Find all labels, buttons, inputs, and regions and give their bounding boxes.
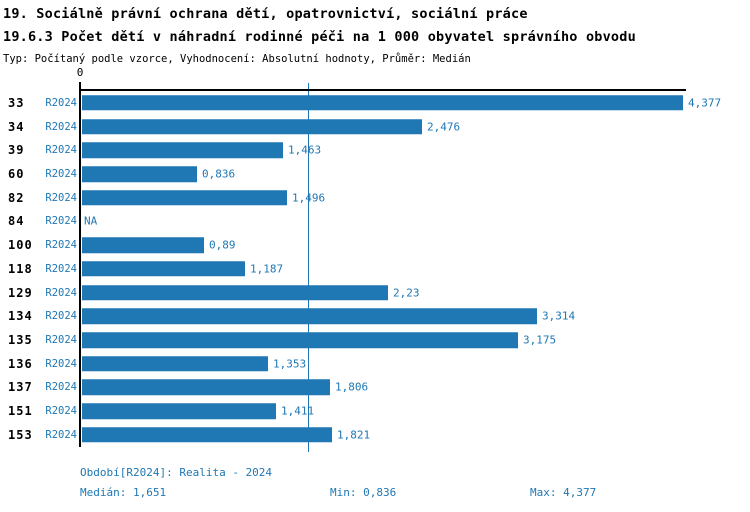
bar[interactable] [82,284,388,301]
row-series-label: R2024 [45,239,77,252]
chart-row: 100 R2024 0,89 [0,233,750,257]
row-series-label: R2024 [45,310,77,323]
bar-value-label: 1,496 [292,191,326,205]
page-title-line2: 19.6.3 Počet dětí v náhradní rodinné péč… [3,29,636,45]
y-axis-line [79,82,81,447]
row-category-label: 34 [8,119,25,134]
legend-period-label: Období[R2024]: Realita - 2024 [80,466,273,479]
row-category-label: 134 [8,309,33,324]
row-category-label: 100 [8,238,33,253]
bar[interactable] [82,379,330,396]
median-line [307,83,310,452]
row-category-label: 60 [8,167,25,182]
chart-row: 84 R2024 NA [0,210,750,234]
row-category-label: 137 [8,380,33,395]
stat-max-label: Max: 4,377 [530,486,597,499]
bar[interactable] [82,308,537,325]
row-category-label: 153 [8,427,33,442]
bar[interactable] [82,142,283,159]
row-series-label: R2024 [45,428,77,441]
stat-min-label: Min: 0,836 [330,486,397,499]
chart-row: 129 R2024 2,23 [0,281,750,305]
bar-chart-rows: 33 R2024 4,377 34 R2024 2,476 39 R2024 1,463 60 R2… [0,91,750,447]
bar-value-label: 1,821 [337,428,371,442]
chart-row: 34 R2024 2,476 [0,115,750,139]
chart-row: 153 R2024 1,821 [0,423,750,447]
bar[interactable] [82,261,245,277]
chart-row: 60 R2024 0,836 [0,162,750,186]
bar[interactable] [82,332,518,348]
row-category-label: 151 [8,404,33,419]
bar-value-label: 1,187 [250,262,284,276]
bar[interactable] [82,189,287,206]
chart-row: 135 R2024 3,175 [0,328,750,352]
bar-value-label: 0,836 [202,167,236,181]
row-category-label: 136 [8,356,33,371]
row-category-label: 129 [8,285,33,300]
row-series-label: R2024 [45,144,77,157]
bar-value-label: 2,476 [427,120,461,134]
row-series-label: R2024 [45,334,77,347]
row-series-label: R2024 [45,262,77,275]
row-series-label: R2024 [45,357,77,370]
bar-value-label: 1,806 [335,380,369,394]
row-series-label: R2024 [45,168,77,181]
chart-row: 39 R2024 1,463 [0,138,750,162]
row-series-label: R2024 [45,191,77,204]
chart-row: 118 R2024 1,187 [0,257,750,281]
chart-row: 151 R2024 1,411 [0,399,750,423]
row-category-label: 82 [8,190,25,205]
chart-row: 137 R2024 1,806 [0,376,750,400]
row-category-label: 135 [8,333,33,348]
bar[interactable] [82,427,332,443]
bar-value-label: 4,377 [688,96,722,110]
chart-row: 33 R2024 4,377 [0,91,750,115]
bar[interactable] [82,237,204,253]
bar-value-label: 3,175 [523,333,557,347]
chart-row: 82 R2024 1,496 [0,186,750,210]
bar-value-label: 2,23 [393,286,420,300]
chart-row: 134 R2024 3,314 [0,304,750,328]
bar-value-label: 1,353 [273,357,307,371]
bar[interactable] [82,166,197,182]
bar[interactable] [82,403,276,419]
row-category-label: 118 [8,261,33,276]
bar-value-label: 1,411 [281,404,315,418]
row-series-label: R2024 [45,120,77,133]
chart-row: 136 R2024 1,353 [0,352,750,376]
row-series-label: R2024 [45,381,77,394]
bar-value-label: 0,89 [209,238,236,252]
chart-meta-line: Typ: Počítaný podle vzorce, Vyhodnocení:… [3,53,471,65]
bar[interactable] [82,118,422,135]
row-category-label: 84 [8,214,25,229]
bar[interactable] [82,95,683,111]
bar[interactable] [82,356,268,372]
bar-value-label: 3,314 [542,309,576,323]
row-series-label: R2024 [45,96,77,109]
row-series-label: R2024 [45,405,77,418]
row-category-label: 39 [8,143,25,158]
row-series-label: R2024 [45,215,77,228]
x-axis-zero-label: 0 [76,66,84,79]
stat-median-label: Medián: 1,651 [80,486,167,499]
row-category-label: 33 [8,95,25,110]
row-series-label: R2024 [45,286,77,299]
bar-value-label: NA [84,214,98,228]
x-axis-line [79,89,686,91]
page-title-line1: 19. Sociálně právní ochrana dětí, opatro… [3,6,528,22]
bar-value-label: 1,463 [288,143,322,157]
